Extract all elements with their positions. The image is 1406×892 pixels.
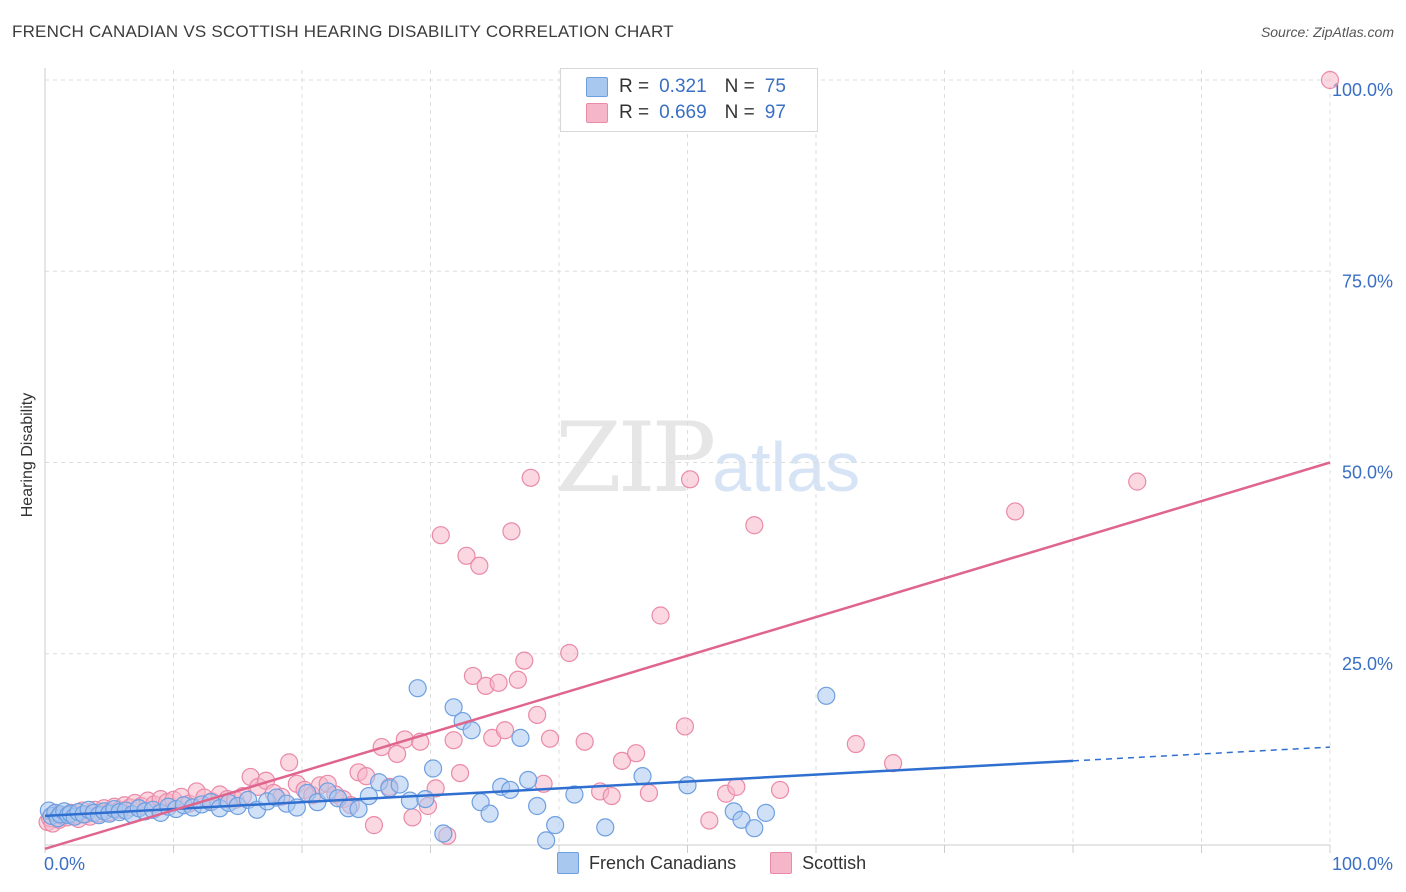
series-label-french-canadians: French Canadians [589,852,737,873]
legend-n-label: N = [724,102,755,123]
x-tick-label: 0.0% [44,854,85,874]
scottish-point [727,777,746,796]
scottish-point [457,546,476,565]
french-canadian-point [596,818,615,837]
scottish-point [540,729,560,748]
legend-row-scottish: R = 0.669 N = 97 [586,101,786,125]
scottish-point [770,780,790,800]
scottish-point [470,556,489,575]
scottish-point [675,717,695,736]
french-canadian-point [423,759,443,778]
legend-n-value: 75 [764,76,786,97]
scottish-point [364,816,384,835]
series-swatch-pink [770,852,793,874]
scottish-point [463,666,483,686]
y-tick-label: 50.0% [1342,463,1393,483]
french-canadian-point [519,770,538,790]
stats-legend: R = 0.321 N = 75 R = 0.669 N = 97 [560,68,818,132]
french-canadian-point [359,786,378,806]
scottish-point [1006,502,1025,521]
scottish-point [575,732,594,751]
y-tick-label: 75.0% [1342,271,1393,291]
series-label-scottish: Scottish [802,852,867,873]
series-legend-scottish[interactable]: Scottish [770,852,866,874]
scottish-point [602,786,621,806]
scottish-point [444,731,463,750]
y-tick-label: 25.0% [1342,654,1393,674]
legend-r-label: R = [619,102,650,123]
x-tick-label: 100.0% [1332,854,1393,874]
series-legend-french-canadians[interactable]: French Canadians [557,852,736,874]
watermark-zip: ZIP [555,402,716,514]
french-canadian-trendline [44,759,1074,818]
legend-n-value: 97 [764,102,786,123]
french-canadian-point [408,679,427,698]
scottish-trendline [44,461,1331,851]
french-canadian-point [416,789,435,809]
scottish-point [1128,472,1147,491]
scottish-point [403,808,422,827]
scottish-point [1320,70,1340,90]
scottish-point [626,744,646,763]
scottish-point [651,606,670,625]
legend-r-value: 0.669 [659,102,707,123]
series-legend: French Canadians Scottish [557,852,900,874]
scottish-point [508,670,527,689]
chart-title: FRENCH CANADIAN VS SCOTTISH HEARING DISA… [12,22,674,41]
legend-swatch-pink [586,103,608,123]
watermark-atlas: atlas [712,428,861,506]
french-canadian-point [480,804,499,823]
scottish-point [521,468,540,487]
french-canadian-point [349,799,368,819]
french-canadian-point [732,810,751,829]
scottish-point [745,516,764,535]
french-canadian-point [444,698,463,717]
french-canadian-point [756,803,775,822]
legend-swatch-blue [586,77,608,97]
french-canadian-point [434,824,453,843]
french-canadian-point [678,776,697,795]
y-tick-label: 100.0% [1332,80,1393,100]
french-canadian-trendline-extension [1072,746,1331,762]
scottish-point [639,783,659,803]
legend-r-label: R = [619,76,650,97]
scottish-point [280,753,299,772]
scottish-point [450,763,470,783]
watermark: ZIPatlas [555,402,860,514]
french-canadian-point [528,796,547,816]
scottish-point [387,744,407,764]
french-canadian-point [390,775,409,794]
scottish-point [846,734,865,754]
source-credit: Source: ZipAtlas.com [1260,24,1394,40]
scottish-point [700,811,719,830]
scottish-point [489,673,508,692]
french-canadian-point [511,728,530,748]
french-canadian-point [462,721,481,740]
legend-n-label: N = [724,76,755,97]
french-canadian-point [546,816,565,835]
legend-r-value: 0.321 [659,76,707,97]
french-canadian-point [817,686,836,705]
french-canadian-point [537,831,556,850]
scottish-point [528,705,547,725]
french-canadian-point [565,785,584,804]
series-swatch-blue [557,852,579,874]
scottish-point [560,643,579,663]
scottish-point [495,721,515,740]
french-canadian-point [400,791,420,810]
french-canadian-point [745,819,764,838]
french-canadian-point [633,767,652,786]
scottish-point [680,470,700,489]
scottish-point [502,522,521,541]
scottish-point [515,651,534,670]
scottish-point [612,751,632,770]
scottish-point [431,526,450,545]
legend-row-french-canadians: R = 0.321 N = 75 [586,75,786,99]
